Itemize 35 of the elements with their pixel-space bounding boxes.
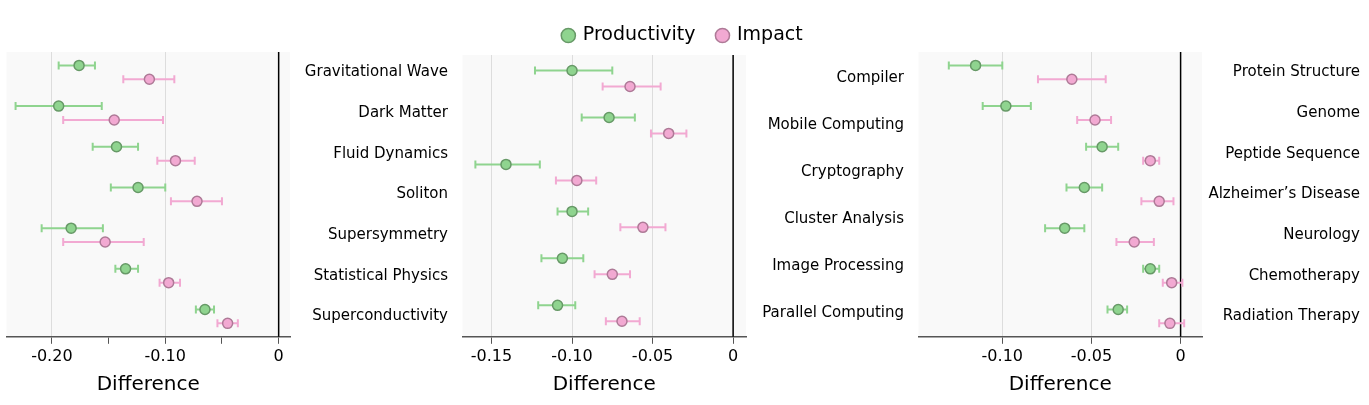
y-tick-label: Fluid Dynamics xyxy=(333,143,449,162)
legend-label: Productivity xyxy=(582,22,696,45)
x-tick-label: 0 xyxy=(273,345,284,365)
y-tick-label: Radiation Therapy xyxy=(1222,306,1361,325)
y-tick-label: Dark Matter xyxy=(358,102,449,121)
x-axis-title: Difference xyxy=(96,371,200,396)
y-tick-label: Cryptography xyxy=(801,162,905,181)
y-tick-label: Image Processing xyxy=(772,256,904,275)
y-tick-label: Compiler xyxy=(836,68,905,87)
y-tick-label: Soliton xyxy=(396,184,448,203)
y-tick-label: Peptide Sequence xyxy=(1225,143,1360,162)
x-tick-label: -0.20 xyxy=(31,345,73,365)
y-tick-label: Mobile Computing xyxy=(767,115,904,134)
y-tick-label: Supersymmetry xyxy=(327,224,449,243)
y-tick-label: Parallel Computing xyxy=(762,303,904,322)
x-tick-label: -0.10 xyxy=(551,345,593,365)
y-tick-label: Genome xyxy=(1296,102,1360,121)
x-tick-label: -0.05 xyxy=(1070,345,1113,365)
y-tick-label: Neurology xyxy=(1283,224,1361,243)
x-tick-label: 0 xyxy=(1175,345,1186,365)
y-tick-label: Alzheimer’s Disease xyxy=(1208,184,1360,203)
y-tick-label: Chemotherapy xyxy=(1248,265,1361,284)
x-tick-label: -0.15 xyxy=(470,345,513,365)
x-tick-label: -0.05 xyxy=(631,345,674,365)
y-tick-label: Protein Structure xyxy=(1232,62,1360,81)
x-axis-title: Difference xyxy=(1008,371,1112,396)
x-axis-title: Difference xyxy=(552,371,656,396)
legend-label: Impact xyxy=(736,22,803,45)
x-tick-label: 0 xyxy=(728,345,739,365)
y-tick-label: Cluster Analysis xyxy=(784,209,905,228)
y-tick-label: Gravitational Wave xyxy=(304,62,448,81)
y-tick-label: Statistical Physics xyxy=(313,265,449,284)
y-tick-label: Superconductivity xyxy=(312,306,449,325)
x-tick-label: -0.10 xyxy=(981,345,1024,365)
x-tick-label: -0.10 xyxy=(144,345,186,365)
